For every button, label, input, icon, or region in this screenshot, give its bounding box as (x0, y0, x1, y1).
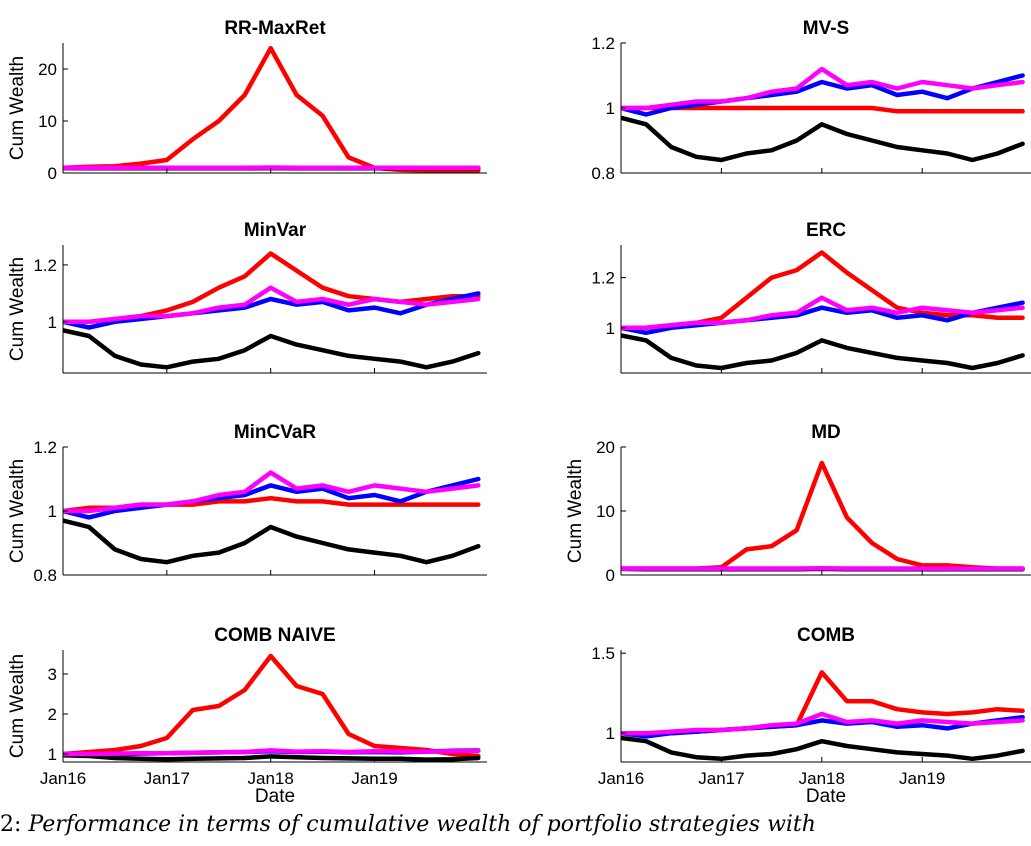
x-tick-label: Jan17 (698, 769, 744, 788)
chart-panel: COMB 1 1.5 Jan16 Jan17 Jan18 Jan19 Date (591, 625, 1031, 804)
y-tick-label: 2 (48, 705, 57, 724)
y-tick-label: 1 (48, 313, 57, 332)
chart-title: RR-MaxRet (224, 18, 326, 39)
x-tick-label: Jan18 (799, 769, 845, 788)
y-tick-label: 1 (48, 745, 57, 764)
series-group (621, 66, 1025, 163)
chart-title: MV-S (803, 18, 849, 39)
series-group (63, 45, 481, 173)
y-axis-label: Cum Wealth (565, 459, 586, 563)
series-group (621, 460, 1025, 572)
series-line-blue (63, 476, 481, 520)
y-tick-label: 0.8 (591, 164, 615, 183)
figure-caption: 2: Performance in terms of cumulative we… (0, 804, 1031, 846)
y-tick-label: 10 (38, 112, 57, 131)
series-line-blue (63, 291, 481, 330)
series-line-magenta (621, 66, 1025, 111)
y-axis-label: Cum Wealth (7, 654, 28, 758)
series-group (621, 250, 1025, 371)
x-tick-label: Jan19 (351, 769, 397, 788)
series-line-magenta (63, 470, 481, 514)
series-line-red (63, 45, 481, 173)
x-axis-label: Date (806, 786, 846, 804)
y-tick-label: 1.5 (591, 644, 615, 663)
series-line-magenta (63, 748, 481, 757)
series-group (63, 470, 481, 565)
chart-panel: RR-MaxRet Cum Wealth 0 10 20 (7, 18, 487, 183)
x-tick-label: Jan16 (598, 769, 644, 788)
series-line-black (63, 328, 481, 370)
y-tick-label: 1 (48, 502, 57, 521)
chart-title: ERC (806, 220, 846, 241)
x-axis-label: Date (255, 786, 295, 804)
chart-title: COMB (797, 625, 855, 646)
series-line-black (621, 115, 1025, 163)
chart-panel: MV-S 0.8 1 1.2 (591, 18, 1031, 183)
y-tick-label: 3 (48, 665, 57, 684)
x-tick-label: Jan18 (248, 769, 294, 788)
caption-text: Performance in terms of cumulative wealt… (28, 812, 816, 837)
y-tick-label: 10 (596, 502, 615, 521)
series-line-magenta (621, 711, 1025, 736)
series-line-blue (621, 73, 1025, 117)
y-tick-label: 1.2 (33, 256, 57, 275)
series-line-black (63, 752, 481, 762)
y-tick-label: 20 (38, 60, 57, 79)
x-tick-label: Jan16 (40, 769, 86, 788)
caption-prefix: 2: (0, 812, 22, 837)
y-tick-label: 1 (606, 724, 615, 743)
chart-panel: MD Cum Wealth 0 10 20 (565, 422, 1031, 585)
y-axis-label: Cum Wealth (7, 459, 28, 563)
chart-title: COMB NAIVE (214, 625, 335, 646)
series-group (63, 251, 481, 370)
series-line-black (621, 735, 1025, 762)
series-line-red (621, 460, 1025, 571)
chart-title: MinCVaR (234, 422, 317, 443)
series-line-magenta (621, 295, 1025, 331)
series-line-blue (621, 300, 1025, 336)
y-tick-label: 1.2 (591, 34, 615, 53)
chart-panel: MinVar Cum Wealth 1 1.2 (7, 220, 487, 374)
y-tick-label: 1.2 (33, 438, 57, 457)
x-tick-label: Jan17 (144, 769, 190, 788)
series-line-black (63, 518, 481, 565)
series-group (63, 653, 481, 762)
y-axis-label: Cum Wealth (7, 56, 28, 160)
y-axis-label: Cum Wealth (7, 257, 28, 361)
y-tick-label: 1 (606, 319, 615, 338)
y-tick-label: 0.8 (33, 566, 57, 585)
series-line-red (63, 653, 481, 759)
chart-title: MinVar (244, 220, 307, 241)
series-line-magenta (63, 285, 481, 325)
y-tick-label: 0 (606, 566, 615, 585)
chart-panel: ERC 1 1.2 (591, 220, 1031, 374)
y-tick-label: 0 (48, 164, 57, 183)
chart-panel: COMB NAIVE Cum Wealth 1 2 3 Jan16 Jan17 Jan18 Ja… (7, 625, 487, 804)
x-tick-label: Jan19 (899, 769, 945, 788)
y-tick-label: 20 (596, 438, 615, 457)
series-line-black (621, 333, 1025, 371)
chart-title: MD (811, 422, 841, 443)
chart-panel: MinCVaR Cum Wealth 0.8 1 1.2 (7, 422, 487, 585)
series-line-blue (621, 714, 1025, 739)
y-tick-label: 1 (606, 99, 615, 118)
series-group (621, 670, 1025, 762)
y-tick-label: 1.2 (591, 269, 615, 288)
